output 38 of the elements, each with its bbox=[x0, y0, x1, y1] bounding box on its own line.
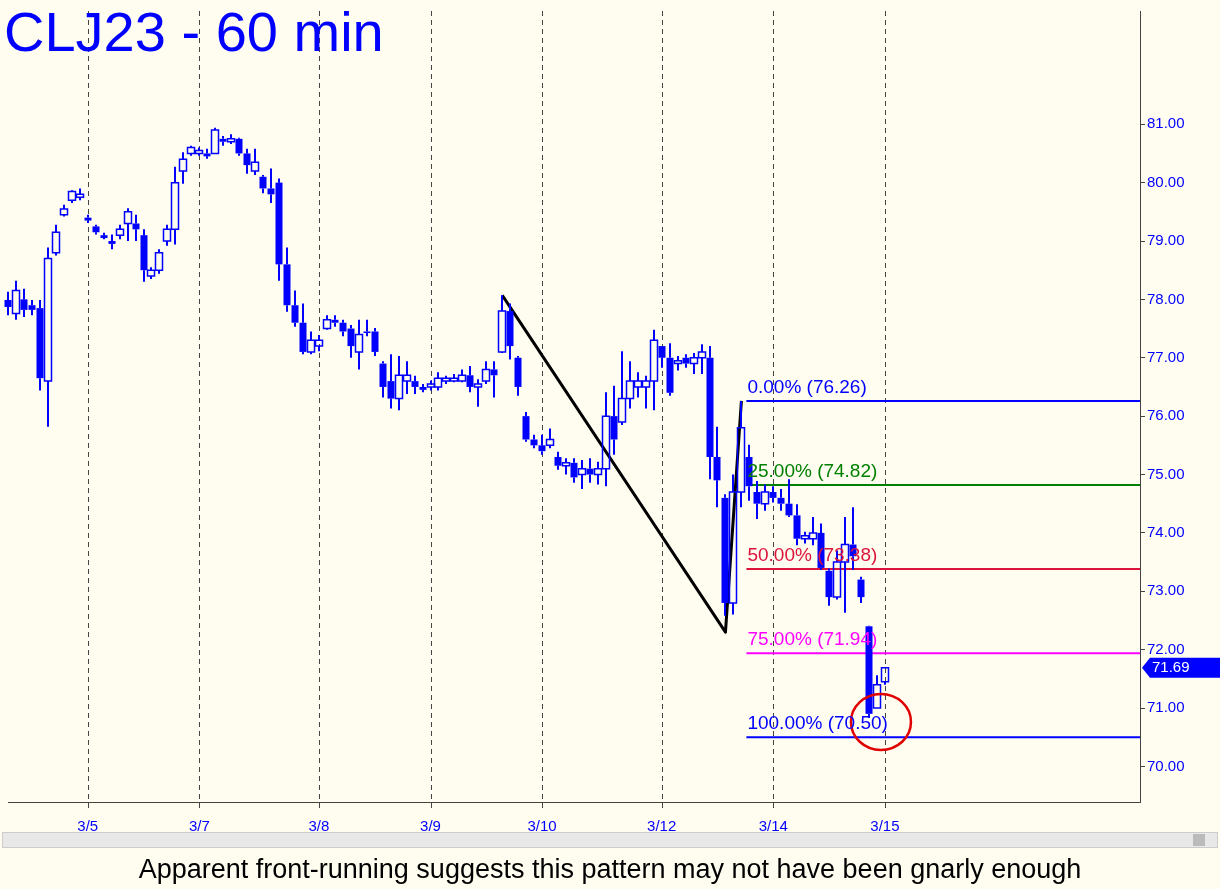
candlestick bbox=[713, 425, 721, 509]
y-tick-label: 79.00 bbox=[1147, 231, 1185, 249]
y-tick-label: 81.00 bbox=[1147, 114, 1185, 132]
candlestick bbox=[514, 355, 522, 397]
y-tick-label: 73.00 bbox=[1147, 581, 1185, 599]
x-tick-label: 3/10 bbox=[527, 817, 557, 835]
x-tick-label: 3/15 bbox=[870, 817, 900, 835]
y-tick-label: 75.00 bbox=[1147, 464, 1185, 482]
chart-title: CLJ23 - 60 min bbox=[4, 0, 384, 64]
text: 71.69 bbox=[1152, 657, 1190, 675]
y-tick-label: 77.00 bbox=[1147, 347, 1185, 365]
text: Apparent front-running suggests this pattern may not have been gnarly enough bbox=[137, 853, 1083, 886]
candlestick bbox=[92, 223, 100, 236]
x-tick-label: 3/14 bbox=[758, 817, 788, 835]
y-tick-label: 71.00 bbox=[1147, 698, 1185, 716]
x-tick-label: 3/12 bbox=[647, 817, 677, 835]
x-tick-label: 3/5 bbox=[77, 817, 99, 835]
candlestick bbox=[108, 233, 116, 251]
candlestick bbox=[283, 246, 291, 313]
candlestick bbox=[522, 411, 530, 443]
candlestick bbox=[530, 433, 538, 450]
candlestick bbox=[777, 488, 785, 512]
x-tick-label: 3/9 bbox=[420, 817, 441, 835]
x-tick-label: 3/7 bbox=[188, 817, 210, 835]
candlestick bbox=[84, 213, 92, 224]
y-tick-label: 80.00 bbox=[1147, 172, 1185, 190]
y-tick-label: 70.00 bbox=[1147, 756, 1185, 774]
y-tick-label: 72.00 bbox=[1147, 639, 1185, 657]
candlestick bbox=[857, 575, 865, 604]
candlestick bbox=[178, 151, 188, 185]
y-tick-label: 74.00 bbox=[1147, 523, 1185, 541]
candlestick bbox=[259, 174, 267, 195]
y-tick-label: 76.00 bbox=[1147, 406, 1185, 424]
ref-line-label: 0.00% (76.26) bbox=[747, 375, 867, 397]
y-tick-label: 78.00 bbox=[1147, 289, 1185, 307]
candlestick bbox=[291, 289, 299, 328]
x-tick-label: 3/8 bbox=[308, 817, 330, 835]
candlestick bbox=[785, 478, 793, 519]
